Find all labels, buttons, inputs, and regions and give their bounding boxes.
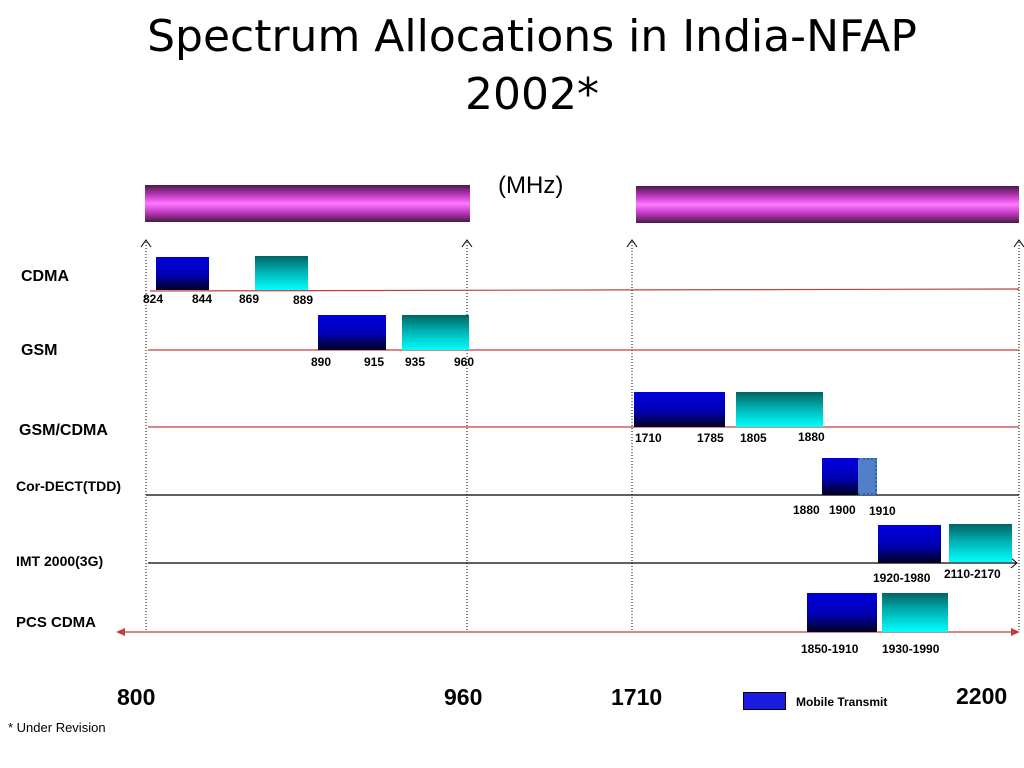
arrow-right-imt [1010, 557, 1018, 569]
range-bar-800-960 [145, 185, 470, 222]
footnote: * Under Revision [8, 720, 106, 735]
tick-label: 889 [293, 293, 314, 307]
row-label-cor-dect: Cor-DECT(TDD) [16, 478, 121, 494]
tick-label: 890 [311, 355, 332, 369]
tick-label: 1900 [829, 503, 856, 517]
tick-label: 2110-2170 [944, 567, 1001, 581]
axis-label-2200: 2200 [956, 683, 1008, 709]
axis-label-1710: 1710 [611, 684, 663, 710]
caret-960 [461, 239, 473, 248]
band-block-gsm-cdma-transmit [634, 392, 725, 427]
tick-label: 1920-1980 [873, 571, 931, 585]
legend-label-mobile-transmit: Mobile Transmit [796, 695, 888, 709]
tick-label: 1805 [740, 431, 767, 445]
band-block-imt2000-transmit [878, 525, 941, 563]
row-label-gsm: GSM [21, 342, 58, 359]
row-label-gsm-cdma: GSM/CDMA [19, 422, 108, 439]
caret-1710 [626, 239, 638, 248]
page-title: Spectrum Allocations in India-NFAP 2002* [0, 8, 1024, 124]
tick-label: 960 [454, 355, 475, 369]
band-block-cor-dect-transmit [822, 458, 858, 495]
tick-label: 1710 [635, 431, 662, 445]
tick-label: 1910 [869, 504, 896, 518]
caret-2200 [1013, 239, 1024, 248]
arrow-right-pcs [1011, 628, 1020, 636]
unit-label: (MHz) [498, 172, 564, 199]
title-line-2: 2002* [465, 69, 599, 120]
band-block-gsm-receive [402, 315, 469, 350]
row-label-pcs-cdma: PCS CDMA [16, 614, 97, 631]
band-block-cdma-transmit [156, 257, 209, 290]
arrow-left-pcs [116, 628, 125, 636]
band-block-gsm-cdma-receive [736, 392, 823, 427]
caret-800 [140, 239, 152, 248]
axis-label-800: 800 [117, 684, 156, 710]
legend-swatch-mobile-transmit [743, 692, 786, 710]
tick-label: 1880 [793, 503, 820, 517]
row-label-cdma: CDMA [21, 268, 69, 285]
axis-label-960: 960 [444, 684, 483, 710]
band-block-gsm-transmit [318, 315, 386, 350]
band-block-cdma-receive [255, 256, 308, 290]
band-block-pcs-cdma-transmit [807, 593, 877, 632]
tick-label: 1785 [697, 431, 724, 445]
tick-label: 915 [364, 355, 385, 369]
tick-label: 824 [143, 292, 164, 306]
tick-label: 1930-1990 [882, 642, 940, 656]
band-block-imt2000-receive [949, 524, 1012, 562]
tick-label: 1850-1910 [801, 642, 859, 656]
row-label-imt2000: IMT 2000(3G) [16, 553, 104, 569]
title-line-1: Spectrum Allocations in India-NFAP [147, 11, 917, 62]
band-block-cor-dect-tdd [858, 458, 877, 495]
tick-label: 1880 [798, 430, 825, 444]
tick-label: 935 [405, 355, 426, 369]
tick-label: 869 [239, 292, 260, 306]
range-bar-1710-2200 [636, 186, 1019, 223]
tick-label: 844 [192, 292, 213, 306]
band-block-pcs-cdma-receive [882, 593, 948, 632]
row-line-cdma [149, 288, 1020, 292]
